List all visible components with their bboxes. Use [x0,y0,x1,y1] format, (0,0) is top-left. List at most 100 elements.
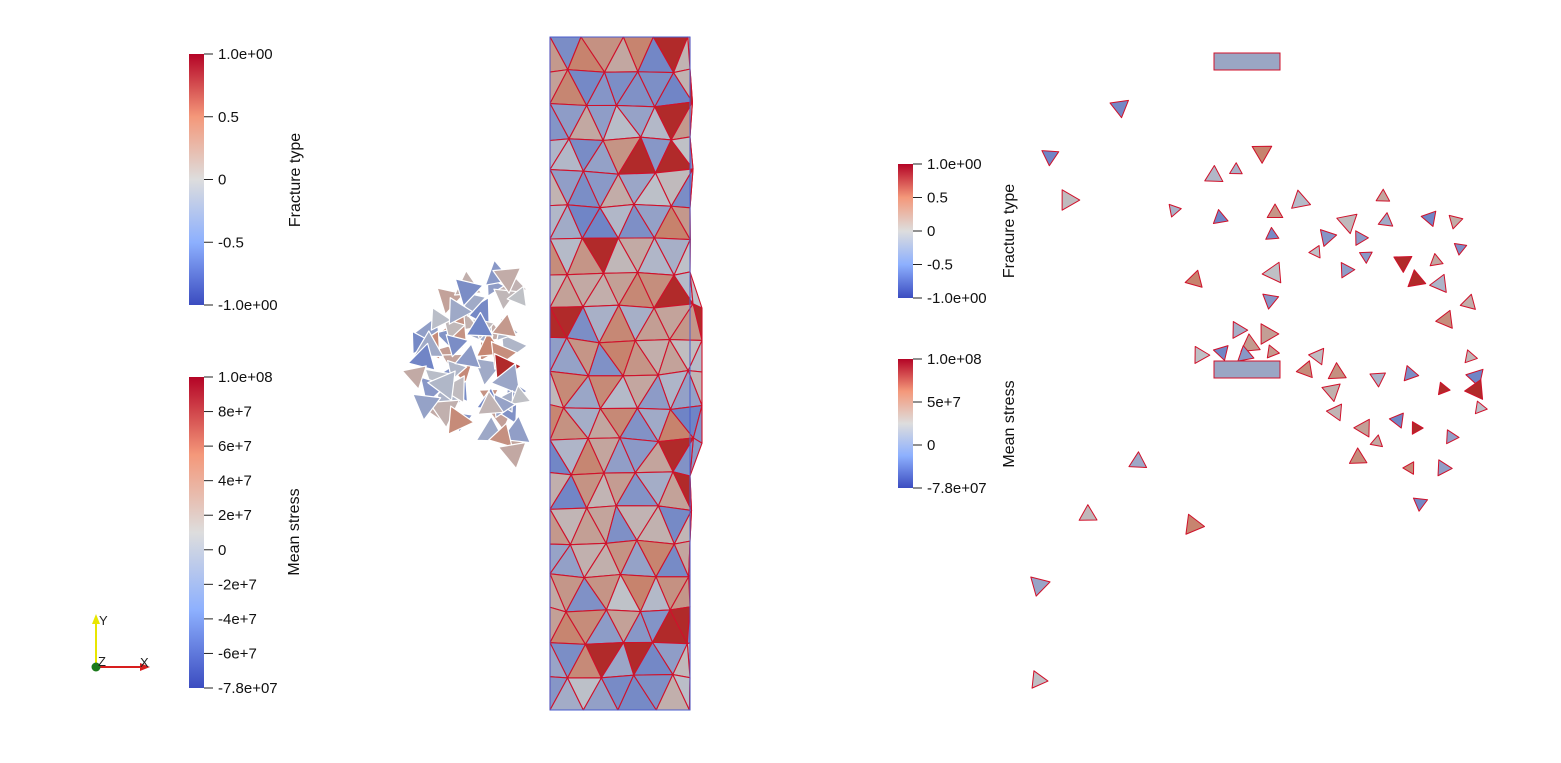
mesh-triangle [1420,210,1437,227]
mesh-triangle [1407,269,1427,288]
mesh-triangle [1403,365,1420,382]
tick-label: 4e+7 [218,473,252,490]
mesh-triangle [430,307,452,331]
mesh-triangle [1464,379,1484,400]
scalar-bar-title: Fracture type [1001,184,1018,278]
mesh-triangle [1353,418,1370,438]
mesh-triangle [1229,162,1243,175]
mesh-triangle [465,311,494,337]
color-bar [189,377,204,688]
mesh-triangle [1185,513,1206,535]
mesh-triangle [1435,309,1453,329]
mesh-triangle [1295,360,1313,379]
mesh-triangle [1348,447,1368,464]
mesh-triangle [1429,273,1447,293]
mesh-triangle [1266,203,1284,219]
mesh-triangle [1212,345,1229,361]
mesh-triangle [1240,333,1261,352]
tick-label: -7.8e+07 [927,480,987,497]
mesh-triangle [1377,212,1394,227]
mesh-triangle [1184,269,1203,288]
tick-label: 1.0e+00 [218,46,273,63]
mesh-triangle [1359,251,1373,264]
mesh-triangle [488,422,513,448]
mesh-triangle [1412,497,1429,512]
fractured-mesh-left [401,36,703,711]
scalar-bar-fracture-type-right: 1.0e+00 0.5 0 -0.5 -1.0e+00 Fracture type [898,156,1018,307]
mesh-triangle [491,313,518,338]
y-axis-label: Y [99,613,108,628]
mesh-triangle [427,370,456,402]
scalar-bar-mean-stress-left: 1.0e+08 8e+7 6e+7 4e+7 2e+7 0 -2e+7 -4e+7 -6e+7 -… [189,369,303,697]
mesh-triangle [1459,293,1476,310]
scalar-bar-mean-stress-right: 1.0e+08 5e+7 0 -7.8e+07 Mean stress [898,351,1018,497]
mesh-triangle [506,285,527,308]
tick-label: -1.0e+00 [927,290,987,307]
intact-block [1213,52,1281,71]
color-bar [898,164,913,298]
mesh-triangle [412,393,442,421]
mesh-triangle [1375,188,1391,202]
mesh-triangle [1388,412,1404,429]
mesh-triangle [1262,293,1280,310]
scalar-bar-title: Mean stress [286,488,303,575]
mesh-triangle [492,267,522,294]
color-bar [898,359,913,488]
mesh-triangle [1078,504,1098,521]
mesh-triangle [1265,226,1280,240]
mesh-triangle [401,365,427,390]
mesh-triangle [1393,256,1413,273]
tick-label: -4e+7 [218,611,257,628]
mesh-triangle [1261,261,1282,284]
mesh-triangle [497,441,527,470]
mesh-triangle [490,363,521,395]
mesh-triangle [454,343,481,369]
mesh-triangle [1308,245,1321,259]
mesh-triangle [1369,434,1383,448]
mesh-triangle [1474,400,1488,415]
mesh-triangle [1327,362,1347,380]
mesh-triangle [1030,576,1051,597]
mesh-triangle [1369,372,1386,388]
mesh-triangle [1168,203,1182,218]
mesh-triangle [1308,347,1325,366]
x-axis-label: X [140,655,149,670]
y-axis-arrow-icon [92,614,100,624]
mesh-triangle [1128,451,1148,469]
mesh-triangle [1319,229,1338,247]
mesh-triangle [1061,189,1081,211]
mesh-triangle [1402,461,1415,475]
orientation-axes-triad[interactable]: Y Z X [91,613,151,672]
mesh-triangle [1321,383,1341,402]
mesh-triangle [1336,213,1358,235]
mesh-triangle [1437,381,1451,396]
mesh-triangle [1266,344,1280,359]
mesh-triangle [1448,214,1464,230]
scalar-bar-fracture-type-left: 1.0e+00 0.5 0 -0.5 -1.0e+00 Fracture type [189,46,304,314]
fragment-cloud-right [1030,52,1488,689]
mesh-triangle [1251,145,1273,164]
mesh-triangle [1204,165,1224,183]
tick-label: 0 [218,172,226,189]
tick-label: 0 [927,223,935,240]
mesh-triangle [1109,99,1129,119]
mesh-triangle [1340,262,1356,279]
tick-label: 6e+7 [218,438,252,455]
tick-label: 5e+7 [927,394,961,411]
mesh-triangle [1411,421,1424,435]
mesh-triangle [1429,253,1444,267]
mesh-triangle [1212,209,1229,224]
mesh-triangle [454,278,484,307]
mesh-triangle [1041,150,1060,167]
mesh-triangle [1031,670,1049,689]
tick-label: -0.5 [218,234,244,251]
tick-label: 0.5 [218,109,239,126]
z-axis-label: Z [98,654,106,669]
mesh-triangle [1291,189,1312,209]
x-axis-arrow-icon [140,663,150,671]
tick-label: -1.0e+00 [218,297,278,314]
mesh-triangle [510,385,532,406]
mesh-triangle [1325,403,1343,422]
mesh-triangle [1453,243,1468,256]
